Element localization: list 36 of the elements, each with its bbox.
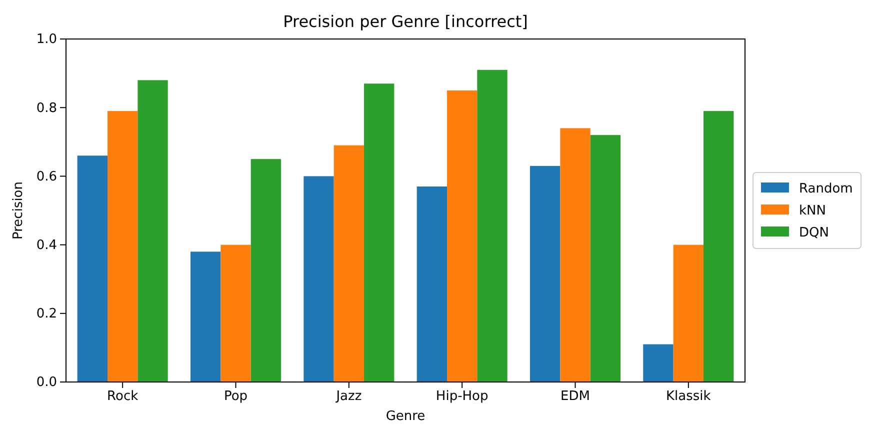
bar [334,145,364,382]
x-tick-label: Hip-Hop [436,389,488,404]
bar [560,128,590,382]
legend-label: kNN [799,204,826,218]
x-tick-label: Rock [107,389,139,404]
x-tick-label: EDM [560,389,590,404]
bar [704,111,734,382]
legend-label: Random [799,182,853,196]
y-tick-label: 0.8 [36,100,57,116]
bar [190,252,221,382]
bar [220,244,251,382]
bar [530,166,560,382]
bar [643,344,674,382]
x-tick-label: Pop [224,389,248,404]
bar [477,70,508,382]
bar [673,244,704,382]
y-axis-title: Precision [11,181,26,240]
x-tick-label: Jazz [335,389,362,404]
y-tick-label: 1.0 [36,32,57,48]
x-tick-label: Klassik [666,389,712,404]
bar [138,80,168,382]
chart-title: Precision per Genre [incorrect] [283,12,528,31]
bar [416,186,447,382]
bar [107,111,138,382]
bar [364,84,394,382]
legend-label: DQN [799,226,829,240]
y-tick-label: 0.6 [36,169,57,184]
x-axis-title: Genre [386,409,426,424]
bar [304,176,334,382]
bar [590,135,621,382]
bar [250,159,282,382]
bar [77,156,108,382]
y-tick-label: 0.2 [36,306,57,322]
y-tick-label: 0.4 [36,238,57,253]
bar [446,90,478,382]
y-tick-label: 0.0 [36,375,57,390]
